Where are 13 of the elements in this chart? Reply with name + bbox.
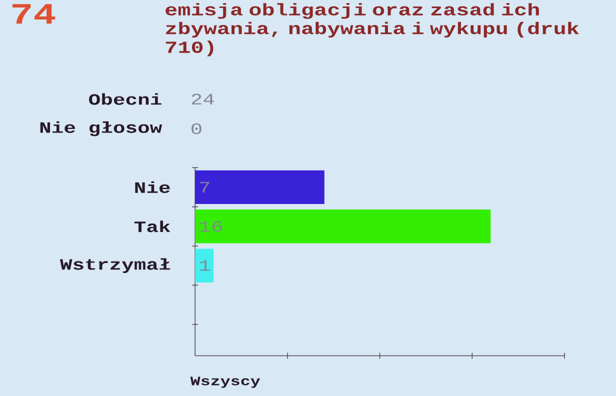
text: Obecni [89,93,162,105]
text: Nie głosow [40,121,162,136]
data-label: 7 [200,182,210,192]
text: Wszyscy [190,376,260,388]
text: 0 [192,123,202,134]
y-tick-label: Tak [134,220,170,232]
y-tick-label: Nie [135,181,170,193]
y-tick-label: Wstrzymał [60,258,170,273]
chart-subtitle: emisja obligacji oraz zasad ich zbywania, nabywania i wykupu (druk 710) [166,3,579,56]
data-label: 16 [200,220,222,232]
chart-title: 74 [12,4,56,24]
text: 24 [192,94,214,104]
data-label: 1 [200,260,210,271]
